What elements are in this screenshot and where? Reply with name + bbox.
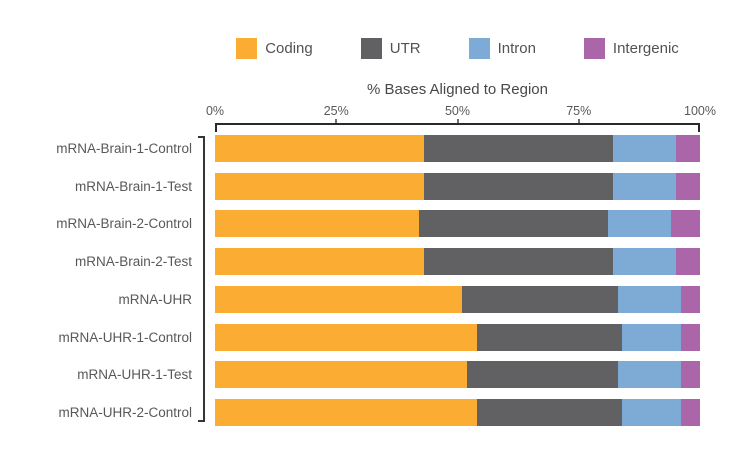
bar-segment-intergenic: [680, 361, 700, 388]
bar-segment-intergenic: [670, 210, 700, 237]
stacked-bar: [215, 210, 700, 237]
bar-segment-coding: [215, 286, 463, 313]
row-label: mRNA-UHR-2-Control: [58, 405, 192, 420]
legend-item-utr: UTR: [360, 37, 421, 59]
x-axis-endcap: [698, 123, 700, 132]
stacked-bar: [215, 135, 700, 162]
row-label: mRNA-Brain-1-Test: [74, 179, 192, 194]
bar-segment-utr: [476, 399, 623, 426]
bar-segment-utr: [462, 286, 618, 313]
stacked-bar: [215, 286, 700, 313]
bar-segment-intron: [612, 173, 676, 200]
legend-swatch-icon: [583, 37, 605, 59]
chart-row: mRNA-Brain-2-Control: [0, 210, 736, 237]
x-axis-tick-labels: 0% 25% 50% 75% 100%: [206, 104, 716, 120]
bar-segment-intron: [622, 399, 681, 426]
bar-segment-coding: [215, 210, 419, 237]
legend-item-intergenic: Intergenic: [583, 37, 679, 59]
x-axis-endcap: [215, 123, 217, 132]
bar-segment-coding: [215, 399, 477, 426]
legend-swatch-icon: [360, 37, 382, 59]
bar-segment-utr: [423, 135, 613, 162]
legend-label: Intergenic: [612, 39, 679, 57]
legend: Coding UTR Intron Intergenic: [215, 37, 700, 59]
bar-segment-intergenic: [675, 135, 700, 162]
legend-label: Intron: [497, 39, 536, 57]
chart-row: mRNA-UHR-1-Test: [0, 361, 736, 388]
x-axis-tick: [456, 119, 459, 123]
row-label: mRNA-Brain-1-Control: [56, 141, 192, 156]
x-axis-tick-label: 50%: [444, 104, 471, 118]
stacked-bar: [215, 173, 700, 200]
bar-segment-intron: [607, 210, 671, 237]
x-axis-tick-label: 75%: [566, 104, 592, 118]
chart-row: mRNA-Brain-1-Control: [0, 135, 736, 162]
legend-swatch-icon: [236, 37, 258, 59]
legend-item-intron: Intron: [468, 37, 536, 59]
bar-segment-utr: [423, 248, 613, 275]
stacked-bar: [215, 399, 700, 426]
bar-segment-intergenic: [675, 173, 700, 200]
chart-row: mRNA-Brain-2-Test: [0, 248, 736, 275]
bar-segment-intergenic: [675, 248, 700, 275]
row-label: mRNA-UHR: [118, 292, 193, 307]
legend-swatch-icon: [468, 37, 490, 59]
bar-segment-coding: [215, 248, 424, 275]
stacked-bar: [215, 324, 700, 351]
bar-segment-intron: [617, 361, 681, 388]
bar-segment-coding: [215, 324, 477, 351]
x-axis-line: [215, 123, 700, 125]
row-label: mRNA-UHR-1-Test: [77, 367, 192, 382]
chart-row: mRNA-UHR-1-Control: [0, 324, 736, 351]
x-axis-tick: [577, 119, 580, 123]
row-label: mRNA-Brain-2-Control: [56, 216, 192, 231]
row-label: mRNA-UHR-1-Control: [58, 330, 192, 345]
x-axis-tick-label: 0%: [205, 104, 225, 118]
bar-segment-coding: [215, 135, 424, 162]
chart-row: mRNA-UHR: [0, 286, 736, 313]
bar-segment-coding: [215, 361, 468, 388]
x-axis-title: % Bases Aligned to Region: [367, 81, 548, 98]
stacked-bar: [215, 361, 700, 388]
legend-item-coding: Coding: [236, 37, 313, 59]
bar-segment-intron: [612, 135, 676, 162]
stacked-bar: [215, 248, 700, 275]
row-label: mRNA-Brain-2-Test: [74, 254, 192, 269]
bar-segment-utr: [423, 173, 613, 200]
bar-segment-intron: [617, 286, 681, 313]
x-axis-tick-label: 100%: [684, 104, 716, 118]
bar-segment-coding: [215, 173, 424, 200]
bar-segment-intron: [612, 248, 676, 275]
sample-group-bracket: [198, 136, 205, 422]
chart-row: mRNA-Brain-1-Test: [0, 173, 736, 200]
bar-segment-utr: [476, 324, 623, 351]
bar-segment-intron: [622, 324, 681, 351]
bar-segment-intergenic: [680, 286, 700, 313]
chart-row: mRNA-UHR-2-Control: [0, 399, 736, 426]
legend-label: Coding: [265, 39, 313, 57]
legend-label: UTR: [389, 39, 421, 57]
x-axis-tick-label: 25%: [323, 104, 349, 118]
bar-segment-intergenic: [680, 399, 700, 426]
bar-segment-utr: [467, 361, 618, 388]
x-axis-tick: [335, 119, 338, 123]
bar-segment-intergenic: [680, 324, 700, 351]
bar-segment-utr: [418, 210, 608, 237]
